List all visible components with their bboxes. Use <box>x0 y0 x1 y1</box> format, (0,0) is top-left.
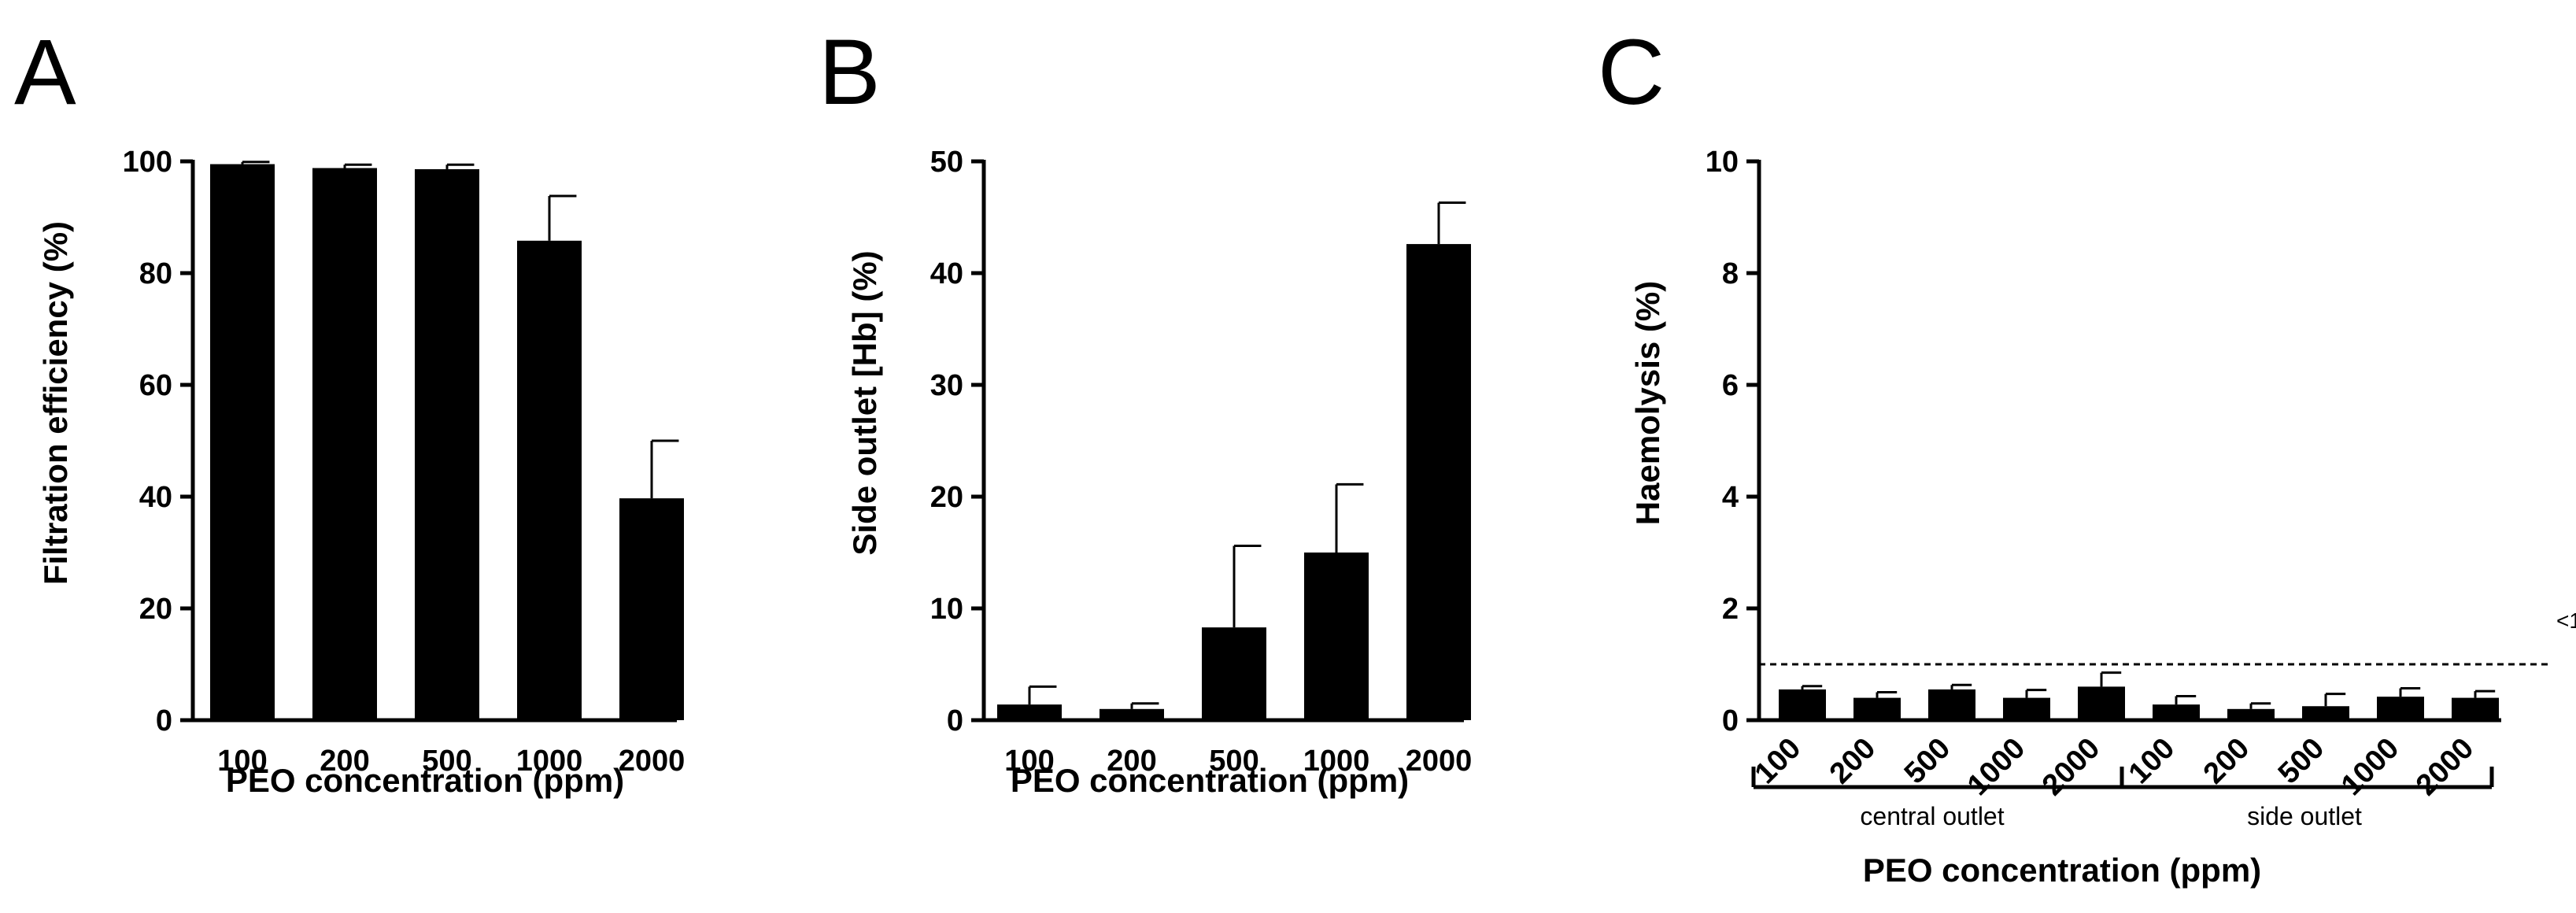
panel-c-y-tick-label: 4 <box>1722 481 1739 514</box>
panel-a: A Filtration efficiency (%) PEO concentr… <box>14 20 685 799</box>
panel-c-bar <box>2377 697 2424 720</box>
panel-c-bar <box>2078 686 2125 720</box>
panel-b-bar <box>1406 244 1471 721</box>
panel-c-bar <box>2302 706 2349 720</box>
panel-c-x-tick-label: 500 <box>1898 732 1957 791</box>
panel-b-x-tick-label: 100 <box>1004 745 1054 778</box>
panel-c-x-tick-label: 100 <box>1749 732 1808 791</box>
panel-c-x-axis-title: PEO concentration (ppm) <box>1863 852 2261 889</box>
panel-c-group-label-side: side outlet <box>2247 802 2362 830</box>
panel-c-y-tick-label: 6 <box>1722 369 1739 402</box>
panel-b-y-tick-label: 40 <box>930 257 963 290</box>
panel-c-y-tick-label: 10 <box>1706 146 1739 179</box>
panel-b: B Side outlet [Hb] (%) PEO concentration… <box>819 20 1472 799</box>
panel-b-x-tick-label: 1000 <box>1303 745 1370 778</box>
panel-c-x-tick-label: 200 <box>1824 732 1883 791</box>
panel-b-letter: B <box>819 20 881 124</box>
panel-c-bar <box>2153 704 2200 720</box>
panel-a-y-axis-title: Filtration efficiency (%) <box>37 221 74 585</box>
panel-c-x-tick-label: 1000 <box>1961 732 2031 802</box>
panel-b-bar <box>1100 708 1164 720</box>
panel-b-bar <box>997 704 1062 720</box>
panel-b-y-tick-label: 20 <box>930 481 963 514</box>
panel-c-x-tick-label: 1000 <box>2335 732 2405 802</box>
panel-b-x-tick-label: 2000 <box>1406 745 1473 778</box>
panel-a-x-tick-label: 1000 <box>516 745 583 778</box>
panel-c-bar <box>2003 697 2050 720</box>
panel-c-bar <box>1853 697 1901 720</box>
panel-a-letter: A <box>14 20 76 124</box>
panel-c-bar <box>2227 708 2275 720</box>
panel-b-x-tick-label: 200 <box>1107 745 1156 778</box>
panel-c-bar <box>2452 697 2499 720</box>
panel-a-y-tick-label: 20 <box>139 593 172 626</box>
panel-a-bar <box>415 168 479 720</box>
panel-a-y-tick-label: 60 <box>139 369 172 402</box>
panel-b-bar <box>1202 627 1266 720</box>
panel-c-bar <box>1779 689 1826 720</box>
panel-a-bar <box>619 498 684 720</box>
panel-c-bar <box>1928 689 1975 720</box>
panel-b-y-tick-label: 10 <box>930 593 963 626</box>
panel-b-bar <box>1304 553 1369 720</box>
panel-a-y-tick-label: 40 <box>139 481 172 514</box>
panel-c-x-tick-label: 100 <box>2123 732 2182 791</box>
panel-b-x-tick-label: 500 <box>1209 745 1258 778</box>
panel-a-bar <box>517 240 582 720</box>
panel-a-x-tick-label: 200 <box>320 745 369 778</box>
panel-a-bar <box>312 168 377 720</box>
panel-c-x-tick-label: 500 <box>2272 732 2331 791</box>
panel-c-x-tick-label: 2000 <box>2410 732 2480 802</box>
panel-b-y-tick-label: 50 <box>930 146 963 179</box>
panel-c-y-axis-title: Haemolysis (%) <box>1629 281 1666 525</box>
panel-c-y-tick-label: 8 <box>1722 257 1739 290</box>
panel-c-group-label-central: central outlet <box>1860 802 2004 830</box>
panel-a-y-tick-label: 100 <box>123 146 172 179</box>
panel-c-x-tick-label: 2000 <box>2036 732 2106 802</box>
panel-b-y-axis-title: Side outlet [Hb] (%) <box>846 250 883 555</box>
panel-a-x-tick-label: 100 <box>217 745 267 778</box>
panel-a-y-tick-label: 80 <box>139 257 172 290</box>
panel-b-y-tick-label: 0 <box>947 704 963 737</box>
panel-a-bar <box>210 164 275 721</box>
panel-a-x-axis-title: PEO concentration (ppm) <box>226 762 624 799</box>
panel-c-y-tick-label: 0 <box>1722 704 1739 737</box>
panel-b-x-axis-title: PEO concentration (ppm) <box>1011 762 1409 799</box>
panel-c-reference-line-label: <1% <box>2556 608 2576 633</box>
panel-a-x-tick-label: 2000 <box>619 745 686 778</box>
panel-c-x-tick-label: 200 <box>2197 732 2256 791</box>
panel-c-letter: C <box>1598 20 1665 124</box>
panel-c-y-tick-label: 2 <box>1722 593 1739 626</box>
panel-b-y-tick-label: 30 <box>930 369 963 402</box>
panel-a-x-tick-label: 500 <box>422 745 471 778</box>
panel-c: C Haemolysis (%) PEO concentration (ppm)… <box>1598 20 2576 889</box>
panel-a-y-tick-label: 0 <box>156 704 172 737</box>
